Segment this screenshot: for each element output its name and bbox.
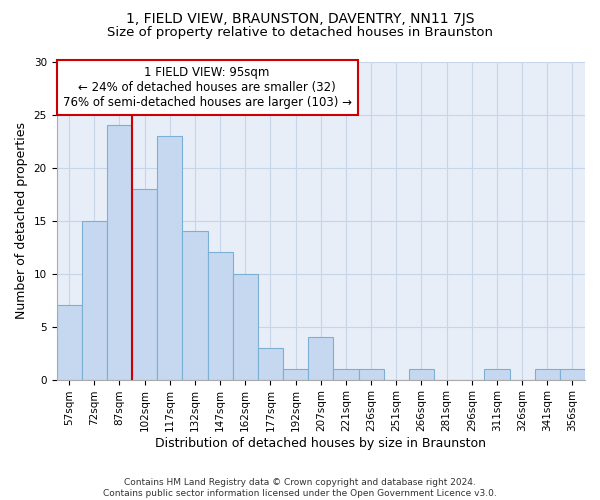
Bar bbox=[308, 337, 334, 380]
Bar bbox=[409, 369, 434, 380]
Text: 1 FIELD VIEW: 95sqm
← 24% of detached houses are smaller (32)
76% of semi-detach: 1 FIELD VIEW: 95sqm ← 24% of detached ho… bbox=[62, 66, 352, 110]
Bar bbox=[535, 369, 560, 380]
Bar bbox=[484, 369, 509, 380]
Bar bbox=[132, 188, 157, 380]
Bar bbox=[82, 220, 107, 380]
Bar bbox=[157, 136, 182, 380]
Bar bbox=[56, 306, 82, 380]
Bar bbox=[233, 274, 258, 380]
Text: Contains HM Land Registry data © Crown copyright and database right 2024.
Contai: Contains HM Land Registry data © Crown c… bbox=[103, 478, 497, 498]
Bar bbox=[208, 252, 233, 380]
Bar bbox=[560, 369, 585, 380]
Bar bbox=[182, 231, 208, 380]
Bar bbox=[258, 348, 283, 380]
Text: 1, FIELD VIEW, BRAUNSTON, DAVENTRY, NN11 7JS: 1, FIELD VIEW, BRAUNSTON, DAVENTRY, NN11… bbox=[126, 12, 474, 26]
Y-axis label: Number of detached properties: Number of detached properties bbox=[15, 122, 28, 319]
Bar bbox=[107, 125, 132, 380]
Text: Size of property relative to detached houses in Braunston: Size of property relative to detached ho… bbox=[107, 26, 493, 39]
Bar bbox=[359, 369, 383, 380]
X-axis label: Distribution of detached houses by size in Braunston: Distribution of detached houses by size … bbox=[155, 437, 486, 450]
Bar bbox=[283, 369, 308, 380]
Bar bbox=[334, 369, 359, 380]
